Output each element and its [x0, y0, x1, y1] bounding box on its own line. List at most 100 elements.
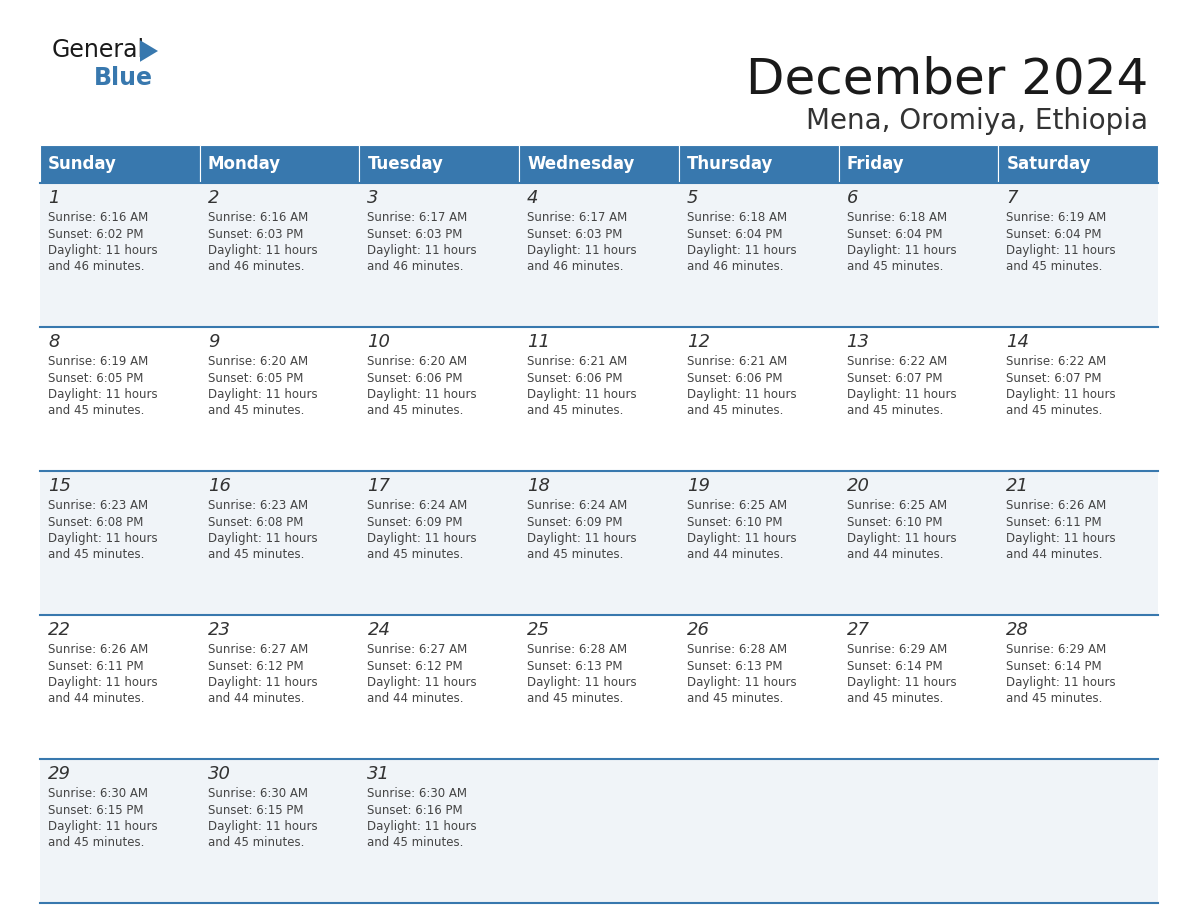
Text: Sunrise: 6:29 AM: Sunrise: 6:29 AM [1006, 643, 1106, 656]
Text: General: General [52, 38, 145, 62]
Text: Sunset: 6:06 PM: Sunset: 6:06 PM [367, 372, 463, 385]
Text: Daylight: 11 hours: Daylight: 11 hours [367, 388, 478, 401]
Text: 17: 17 [367, 477, 391, 495]
Text: and 45 minutes.: and 45 minutes. [208, 548, 304, 562]
Text: Sunset: 6:14 PM: Sunset: 6:14 PM [1006, 659, 1102, 673]
Text: Tuesday: Tuesday [367, 155, 443, 173]
Text: Daylight: 11 hours: Daylight: 11 hours [1006, 244, 1116, 257]
Text: Sunrise: 6:23 AM: Sunrise: 6:23 AM [208, 499, 308, 512]
Bar [40, 759, 1158, 903]
Text: 24: 24 [367, 621, 391, 639]
Text: Sunrise: 6:27 AM: Sunrise: 6:27 AM [208, 643, 308, 656]
Text: Friday: Friday [847, 155, 904, 173]
Text: Daylight: 11 hours: Daylight: 11 hours [48, 388, 158, 401]
Text: Sunrise: 6:16 AM: Sunrise: 6:16 AM [208, 211, 308, 224]
Text: Daylight: 11 hours: Daylight: 11 hours [847, 244, 956, 257]
Text: Daylight: 11 hours: Daylight: 11 hours [687, 244, 796, 257]
Text: Daylight: 11 hours: Daylight: 11 hours [208, 244, 317, 257]
Text: Sunset: 6:05 PM: Sunset: 6:05 PM [208, 372, 303, 385]
Text: Sunset: 6:06 PM: Sunset: 6:06 PM [687, 372, 783, 385]
Text: and 45 minutes.: and 45 minutes. [48, 836, 145, 849]
Text: Sunset: 6:15 PM: Sunset: 6:15 PM [48, 803, 144, 816]
Text: and 46 minutes.: and 46 minutes. [367, 261, 465, 274]
Text: Daylight: 11 hours: Daylight: 11 hours [527, 388, 637, 401]
Text: Sunrise: 6:23 AM: Sunrise: 6:23 AM [48, 499, 148, 512]
Text: Sunset: 6:12 PM: Sunset: 6:12 PM [208, 659, 303, 673]
Text: Sunrise: 6:18 AM: Sunrise: 6:18 AM [847, 211, 947, 224]
Text: Daylight: 11 hours: Daylight: 11 hours [527, 676, 637, 689]
Text: 29: 29 [48, 765, 71, 783]
Text: Sunset: 6:10 PM: Sunset: 6:10 PM [687, 516, 783, 529]
Text: 26: 26 [687, 621, 710, 639]
Text: Daylight: 11 hours: Daylight: 11 hours [208, 532, 317, 545]
Text: Sunrise: 6:25 AM: Sunrise: 6:25 AM [687, 499, 786, 512]
Text: and 44 minutes.: and 44 minutes. [208, 692, 304, 706]
Bar [519, 145, 678, 183]
Text: Sunrise: 6:18 AM: Sunrise: 6:18 AM [687, 211, 786, 224]
Text: 20: 20 [847, 477, 870, 495]
Text: Daylight: 11 hours: Daylight: 11 hours [48, 244, 158, 257]
Text: and 45 minutes.: and 45 minutes. [847, 405, 943, 418]
Text: and 45 minutes.: and 45 minutes. [1006, 405, 1102, 418]
Text: Sunset: 6:07 PM: Sunset: 6:07 PM [847, 372, 942, 385]
Text: Sunrise: 6:21 AM: Sunrise: 6:21 AM [527, 355, 627, 368]
Bar [678, 145, 839, 183]
Text: Sunrise: 6:29 AM: Sunrise: 6:29 AM [847, 643, 947, 656]
Text: 21: 21 [1006, 477, 1029, 495]
Text: Sunset: 6:11 PM: Sunset: 6:11 PM [48, 659, 144, 673]
Text: Daylight: 11 hours: Daylight: 11 hours [1006, 532, 1116, 545]
Text: Daylight: 11 hours: Daylight: 11 hours [367, 532, 478, 545]
Text: Daylight: 11 hours: Daylight: 11 hours [367, 820, 478, 833]
Text: and 45 minutes.: and 45 minutes. [527, 405, 624, 418]
Text: Sunrise: 6:26 AM: Sunrise: 6:26 AM [1006, 499, 1106, 512]
Text: and 45 minutes.: and 45 minutes. [48, 548, 145, 562]
Text: Sunrise: 6:19 AM: Sunrise: 6:19 AM [48, 355, 148, 368]
Text: and 46 minutes.: and 46 minutes. [687, 261, 783, 274]
Text: Daylight: 11 hours: Daylight: 11 hours [1006, 676, 1116, 689]
Text: 12: 12 [687, 333, 710, 351]
Text: 10: 10 [367, 333, 391, 351]
Text: and 44 minutes.: and 44 minutes. [1006, 548, 1102, 562]
Text: 7: 7 [1006, 189, 1018, 207]
Text: 25: 25 [527, 621, 550, 639]
Text: Sunset: 6:08 PM: Sunset: 6:08 PM [208, 516, 303, 529]
Text: and 44 minutes.: and 44 minutes. [367, 692, 465, 706]
Text: and 46 minutes.: and 46 minutes. [48, 261, 145, 274]
Text: Sunset: 6:12 PM: Sunset: 6:12 PM [367, 659, 463, 673]
Text: Sunrise: 6:30 AM: Sunrise: 6:30 AM [208, 787, 308, 800]
Text: Sunrise: 6:26 AM: Sunrise: 6:26 AM [48, 643, 148, 656]
Bar [40, 615, 1158, 759]
Text: 28: 28 [1006, 621, 1029, 639]
Bar [40, 327, 1158, 471]
Text: 14: 14 [1006, 333, 1029, 351]
Text: Sunrise: 6:17 AM: Sunrise: 6:17 AM [367, 211, 468, 224]
Text: Sunrise: 6:22 AM: Sunrise: 6:22 AM [847, 355, 947, 368]
Text: and 45 minutes.: and 45 minutes. [687, 692, 783, 706]
Text: Sunset: 6:09 PM: Sunset: 6:09 PM [527, 516, 623, 529]
Text: 19: 19 [687, 477, 710, 495]
Text: Sunday: Sunday [48, 155, 116, 173]
Text: 4: 4 [527, 189, 538, 207]
Text: Sunrise: 6:22 AM: Sunrise: 6:22 AM [1006, 355, 1106, 368]
Text: Wednesday: Wednesday [527, 155, 634, 173]
Text: and 45 minutes.: and 45 minutes. [48, 405, 145, 418]
Text: Daylight: 11 hours: Daylight: 11 hours [527, 532, 637, 545]
Text: and 45 minutes.: and 45 minutes. [367, 405, 463, 418]
Text: Sunrise: 6:27 AM: Sunrise: 6:27 AM [367, 643, 468, 656]
Text: Sunset: 6:07 PM: Sunset: 6:07 PM [1006, 372, 1101, 385]
Text: Sunrise: 6:24 AM: Sunrise: 6:24 AM [527, 499, 627, 512]
Text: Sunset: 6:09 PM: Sunset: 6:09 PM [367, 516, 463, 529]
Text: Thursday: Thursday [687, 155, 773, 173]
Text: Sunrise: 6:30 AM: Sunrise: 6:30 AM [367, 787, 467, 800]
Text: and 45 minutes.: and 45 minutes. [208, 836, 304, 849]
Text: Daylight: 11 hours: Daylight: 11 hours [367, 676, 478, 689]
Bar [40, 145, 200, 183]
Text: and 45 minutes.: and 45 minutes. [1006, 692, 1102, 706]
Text: 9: 9 [208, 333, 220, 351]
Text: Sunrise: 6:28 AM: Sunrise: 6:28 AM [687, 643, 786, 656]
Bar [998, 145, 1158, 183]
Text: and 44 minutes.: and 44 minutes. [847, 548, 943, 562]
Text: Sunset: 6:06 PM: Sunset: 6:06 PM [527, 372, 623, 385]
Text: Sunset: 6:04 PM: Sunset: 6:04 PM [1006, 228, 1101, 241]
Text: Sunrise: 6:20 AM: Sunrise: 6:20 AM [208, 355, 308, 368]
